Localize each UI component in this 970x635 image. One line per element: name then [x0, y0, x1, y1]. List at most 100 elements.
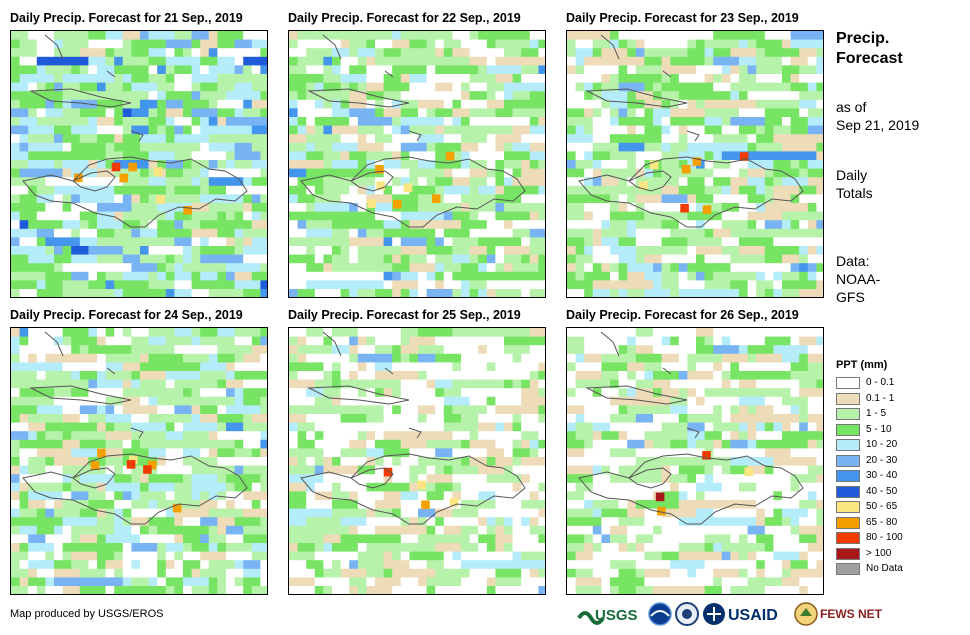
precip-cell	[644, 177, 654, 187]
precip-cell	[11, 142, 21, 152]
precip-cell	[782, 336, 792, 346]
precip-cell	[721, 142, 731, 152]
precip-cell	[409, 457, 419, 467]
precip-cell	[357, 125, 367, 135]
precip-cell	[165, 74, 175, 84]
precip-cell	[653, 254, 663, 264]
precip-cell	[140, 345, 150, 355]
precip-cell	[635, 353, 645, 363]
precip-cell	[461, 31, 471, 41]
precip-cell	[521, 414, 531, 424]
precip-cell	[469, 525, 479, 535]
precip-cell	[495, 500, 505, 510]
precip-cell	[739, 177, 749, 187]
precip-cell	[538, 271, 545, 281]
precip-cell	[340, 91, 350, 101]
precip-cell	[504, 228, 514, 238]
precip-cell	[88, 491, 98, 501]
precip-cell	[366, 422, 376, 432]
precip-cell	[495, 151, 505, 161]
precip-cell	[71, 448, 81, 458]
precip-cell	[54, 534, 64, 544]
precip-cell	[486, 246, 496, 256]
precip-cell	[392, 439, 402, 449]
precip-cell	[62, 117, 72, 127]
precip-cell	[122, 577, 132, 587]
precip-cell	[366, 177, 376, 187]
precip-cell	[357, 65, 367, 75]
precip-cell	[567, 108, 577, 118]
precip-cell	[435, 246, 445, 256]
precip-cell	[226, 211, 236, 221]
precip-cell	[661, 228, 671, 238]
precip-cell	[114, 517, 124, 527]
precip-cell	[469, 134, 479, 144]
precip-cell	[36, 74, 46, 84]
precip-cell	[426, 160, 436, 170]
precip-cell	[418, 228, 428, 238]
precip-cell	[71, 48, 81, 58]
precip-cell	[452, 108, 462, 118]
precip-cell	[11, 56, 21, 66]
precip-cell	[36, 65, 46, 75]
precip-cell	[739, 254, 749, 264]
precip-hotspot	[421, 500, 430, 510]
precip-cell	[208, 65, 218, 75]
precip-cell	[452, 457, 462, 467]
precip-cell	[306, 534, 316, 544]
precip-cell	[627, 177, 637, 187]
precip-cell	[495, 405, 505, 415]
precip-cell	[575, 336, 585, 346]
precip-cell	[200, 448, 210, 458]
precip-cell	[521, 586, 531, 594]
precip-cell	[200, 65, 210, 75]
precip-cell	[375, 125, 385, 135]
precip-cell	[54, 263, 64, 273]
precip-cell	[54, 500, 64, 510]
precip-cell	[357, 211, 367, 221]
precip-cell	[200, 577, 210, 587]
precip-cell	[191, 388, 201, 398]
precip-cell	[289, 474, 299, 484]
precip-cell	[478, 551, 488, 561]
precip-cell	[36, 220, 46, 230]
precip-cell	[289, 543, 299, 553]
precip-cell	[452, 125, 462, 135]
precip-cell	[79, 99, 89, 109]
precip-cell	[816, 203, 823, 213]
precip-cell	[443, 99, 453, 109]
precip-cell	[243, 482, 253, 492]
precip-cell	[157, 220, 167, 230]
precip-cell	[251, 185, 261, 195]
precip-cell	[678, 237, 688, 247]
precip-cell	[157, 65, 167, 75]
precip-cell	[28, 379, 38, 389]
precip-cell	[521, 99, 531, 109]
precip-cell	[644, 108, 654, 118]
precip-cell	[644, 211, 654, 221]
precip-cell	[782, 39, 792, 49]
precip-cell	[234, 336, 244, 346]
precip-cell	[165, 508, 175, 518]
precip-cell	[54, 457, 64, 467]
precip-cell	[538, 517, 545, 527]
precip-cell	[400, 551, 410, 561]
precip-cell	[807, 271, 817, 281]
precip-cell	[799, 328, 809, 338]
precip-cell	[71, 482, 81, 492]
precip-cell	[704, 185, 714, 195]
precip-cell	[635, 345, 645, 355]
precip-cell	[314, 577, 324, 587]
precip-cell	[289, 336, 299, 346]
precip-cell	[314, 39, 324, 49]
precip-cell	[45, 362, 55, 372]
precip-cell	[79, 220, 89, 230]
precip-cell	[756, 177, 766, 187]
precip-cell	[45, 185, 55, 195]
precip-cell	[148, 482, 158, 492]
precip-cell	[260, 125, 267, 135]
precip-cell	[148, 254, 158, 264]
precip-cell	[79, 246, 89, 256]
precip-cell	[79, 194, 89, 204]
precip-cell	[409, 379, 419, 389]
